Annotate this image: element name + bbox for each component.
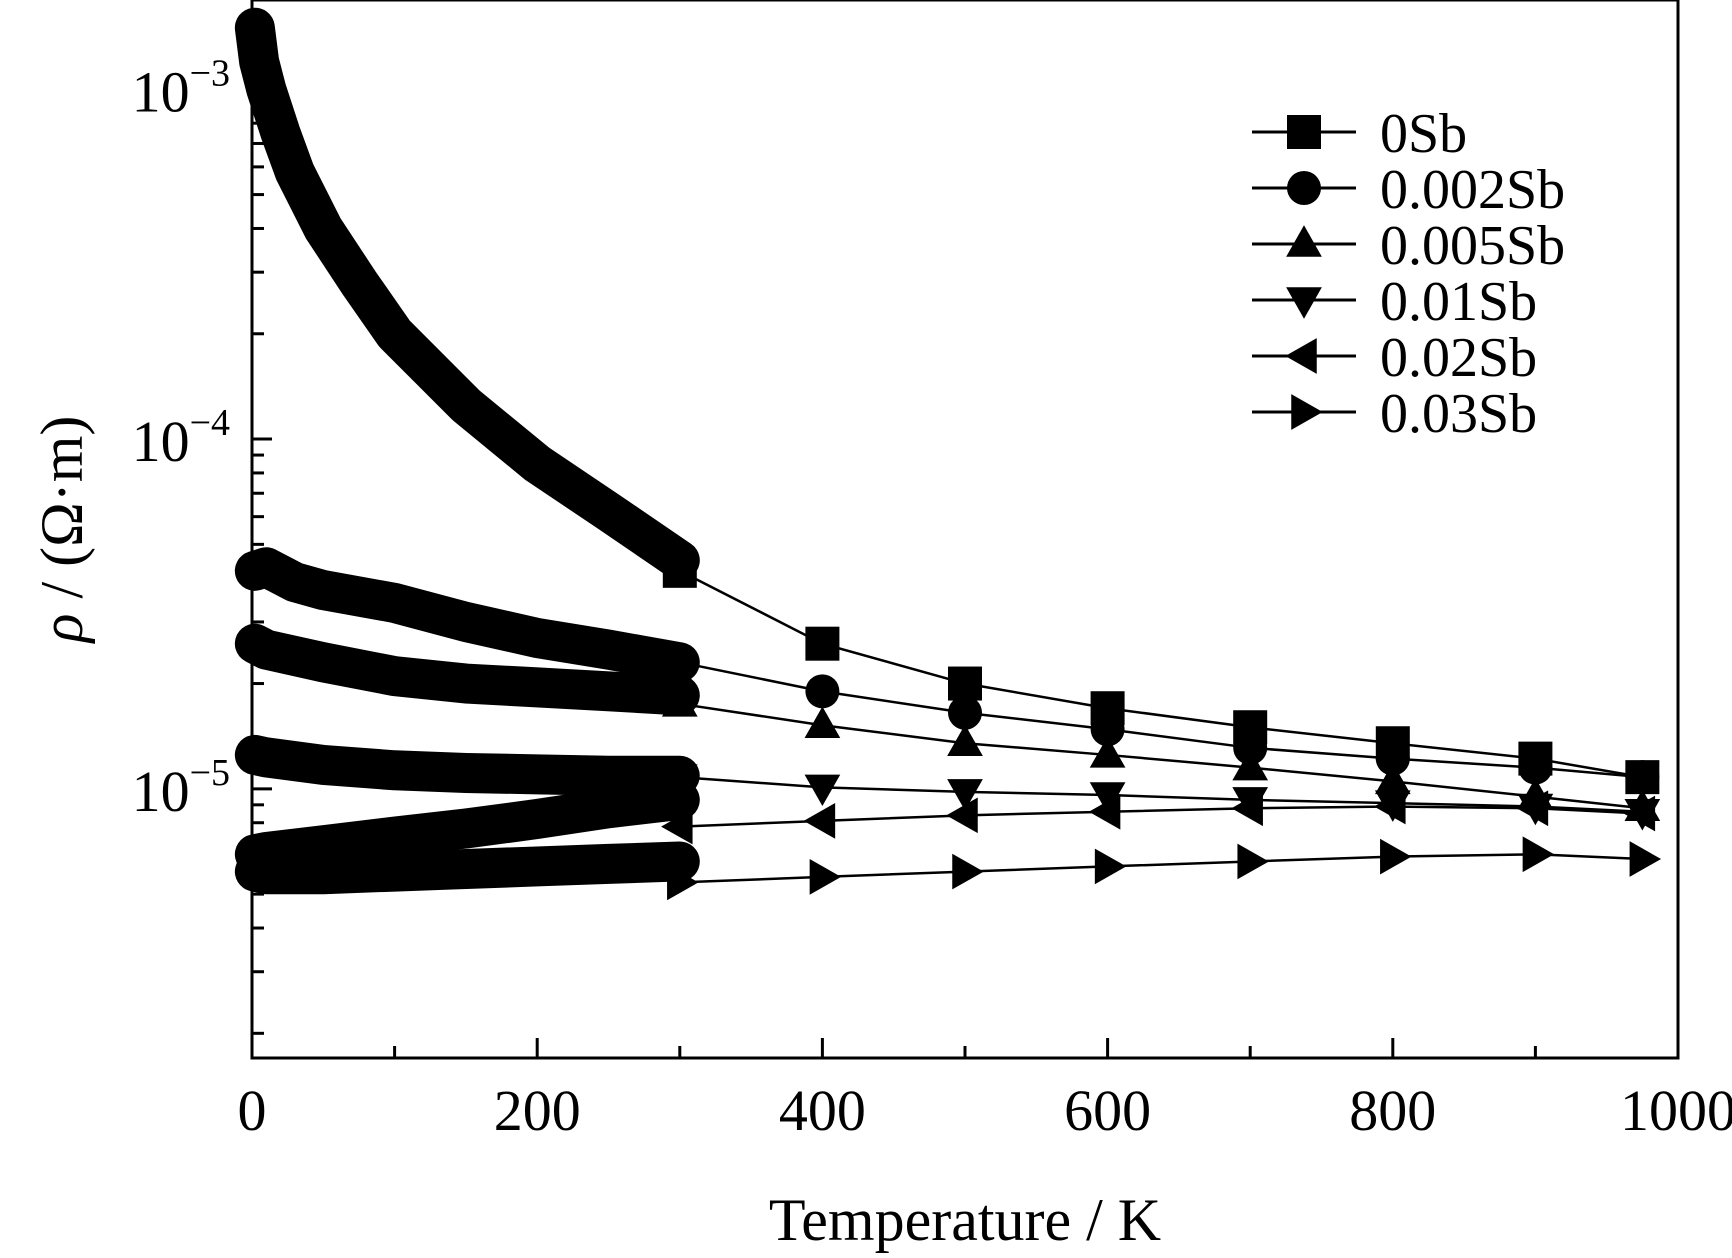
data-point (805, 674, 840, 709)
y-tick-label: 10−5 (132, 752, 230, 824)
legend-label: 0.005Sb (1380, 215, 1565, 277)
x-tick-label: 0 (238, 1078, 267, 1143)
data-point (667, 864, 699, 901)
data-point (952, 853, 984, 890)
axis-ticks (250, 87, 1680, 1058)
data-point (1374, 788, 1406, 825)
y-tick-label: 10−3 (132, 52, 230, 124)
data-point (662, 553, 697, 588)
legend-entry: 0.002Sb (1252, 159, 1565, 221)
data-point (804, 706, 841, 738)
data-point (947, 724, 983, 756)
data-point (1522, 836, 1555, 873)
plot-content (234, 7, 1662, 901)
data-point (809, 859, 842, 895)
legend-entry: 0.02Sb (1252, 327, 1537, 389)
data-point (1625, 760, 1660, 795)
data-point (1518, 750, 1553, 785)
legend-marker (1285, 338, 1317, 374)
series-002sb (234, 779, 1656, 875)
data-point (803, 802, 836, 839)
data-point (948, 666, 982, 701)
data-point (1380, 838, 1412, 875)
series-dense-band (234, 7, 700, 581)
data-point (1089, 782, 1126, 814)
series-line (679, 853, 1643, 884)
data-point (1090, 712, 1125, 747)
data-point (661, 808, 693, 845)
data-point (1094, 848, 1127, 885)
legend-marker (1286, 287, 1322, 319)
data-point (1089, 736, 1126, 768)
data-point (1375, 741, 1410, 776)
legend-entry: 0.01Sb (1252, 271, 1537, 333)
series-line (679, 661, 1643, 779)
series-line (679, 775, 1643, 813)
y-tick-base: 10 (132, 59, 190, 124)
legend-label: 0.02Sb (1380, 327, 1537, 389)
legend-marker (1287, 171, 1321, 205)
data-point (661, 685, 698, 717)
data-point (804, 774, 841, 807)
series-line (679, 702, 1643, 810)
data-point (1231, 790, 1263, 827)
legend-label: 0.03Sb (1380, 383, 1537, 445)
series-line (679, 805, 1643, 828)
data-point (805, 626, 840, 661)
data-point (1516, 790, 1549, 827)
series-dense-band (234, 841, 700, 895)
y-tick-base: 10 (132, 409, 190, 474)
legend-label: 0.002Sb (1380, 159, 1565, 221)
data-point (948, 695, 982, 730)
x-tick-label: 200 (494, 1078, 581, 1143)
y-tick-exponent: −3 (190, 52, 230, 94)
legend-entry: 0Sb (1252, 103, 1467, 165)
series-dense-band (234, 623, 700, 716)
y-tick-label: 10−4 (132, 402, 230, 474)
legend-entry: 0.03Sb (1252, 383, 1537, 445)
series-dense-band (234, 779, 700, 875)
data-point (1237, 843, 1269, 880)
legend-marker (1286, 225, 1322, 257)
legend-marker (1287, 115, 1321, 149)
series-dense-band (234, 734, 700, 796)
data-point (1374, 762, 1411, 795)
data-point (1629, 841, 1662, 877)
x-axis-title: Temperature / K (769, 1187, 1161, 1253)
y-axis-symbol: ρ (29, 614, 95, 645)
y-tick-base: 10 (132, 759, 190, 824)
data-point (1088, 793, 1121, 830)
x-tick-label: 600 (1064, 1078, 1151, 1143)
legend-label: 0.01Sb (1380, 271, 1537, 333)
y-tick-exponent: −4 (190, 402, 230, 444)
data-point (1233, 730, 1268, 765)
series-0002sb (234, 547, 1660, 795)
x-tick-label: 1000 (1620, 1078, 1732, 1143)
series-line (679, 569, 1643, 779)
data-point (947, 779, 983, 811)
data-point (662, 645, 697, 680)
series-dense-band (234, 547, 700, 683)
data-point (1623, 795, 1656, 832)
y-axis-title: ρ / (Ω·m) (29, 416, 95, 645)
legend-label: 0Sb (1380, 103, 1467, 165)
y-tick-exponent: −5 (190, 752, 230, 794)
legend-marker (1291, 394, 1323, 430)
y-axis-unit: / (Ω·m) (29, 416, 95, 614)
x-tick-label: 400 (779, 1078, 866, 1143)
legend-entry: 0.005Sb (1252, 215, 1565, 277)
data-point (1232, 748, 1269, 781)
data-point (946, 797, 978, 834)
x-tick-label: 800 (1349, 1078, 1436, 1143)
series-003sb (234, 836, 1662, 901)
